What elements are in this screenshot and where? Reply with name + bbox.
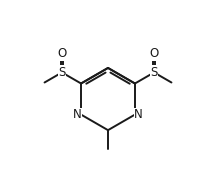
Text: O: O xyxy=(57,47,67,60)
Text: N: N xyxy=(134,108,143,121)
Text: N: N xyxy=(73,108,82,121)
Text: S: S xyxy=(58,66,66,79)
Text: O: O xyxy=(149,47,159,60)
Text: S: S xyxy=(150,66,158,79)
